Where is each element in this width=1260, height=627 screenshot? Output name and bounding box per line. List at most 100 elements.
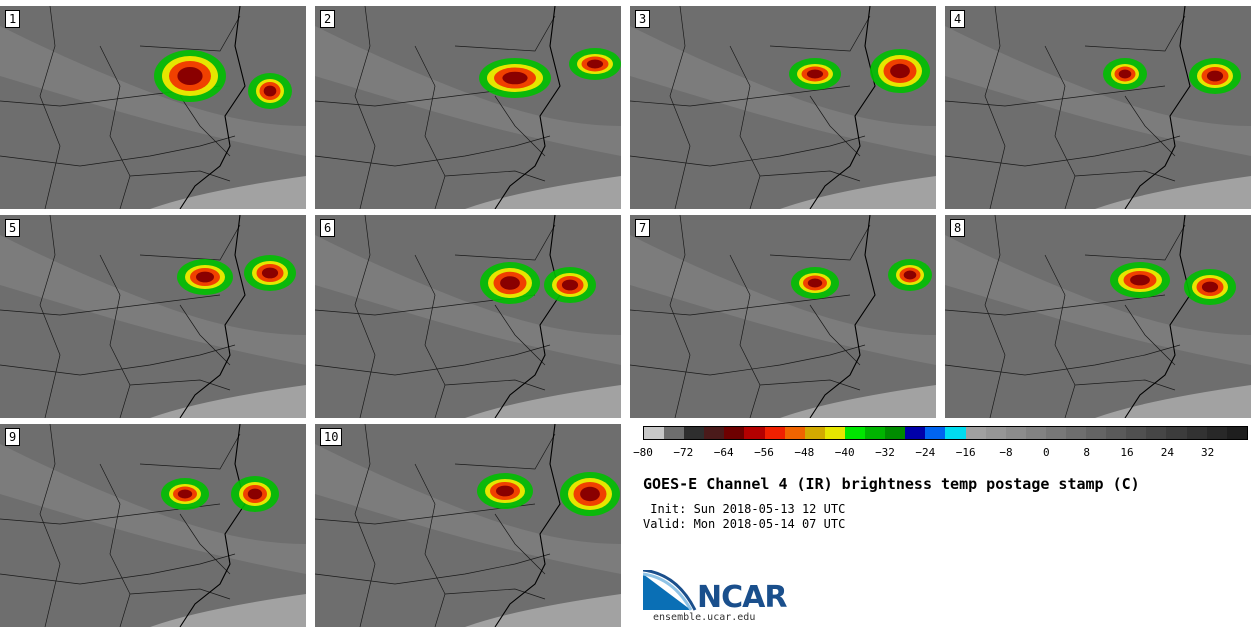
colorbar-swatch xyxy=(704,427,725,439)
cloud-band xyxy=(630,26,936,156)
colorbar-tick: 24 xyxy=(1160,446,1174,459)
colorbar-tick: 0 xyxy=(1043,446,1050,459)
storm-cell xyxy=(890,63,910,79)
ncar-logo-text: NCAR xyxy=(697,580,787,615)
colorbar-swatch xyxy=(1045,427,1066,439)
panel-label: 3 xyxy=(635,10,651,28)
storm-cell xyxy=(806,69,824,79)
colorbar-tick: −48 xyxy=(794,446,815,459)
cloud-band xyxy=(315,444,621,574)
init-time: Init: Sun 2018-05-13 12 UTC xyxy=(643,502,846,516)
storm-cell xyxy=(177,489,193,499)
map-layer xyxy=(315,215,621,418)
state-boundaries xyxy=(0,424,241,627)
storm-cell xyxy=(261,267,279,279)
colorbar-swatch xyxy=(925,427,946,439)
postage-stamp-panel: 6 xyxy=(315,215,621,418)
cloud-band xyxy=(150,385,306,418)
coastline xyxy=(1124,6,1191,209)
state-boundaries xyxy=(0,215,241,418)
colorbar-swatch xyxy=(844,427,866,439)
colorbar-tick: −72 xyxy=(673,446,694,459)
colorbar-tick: −64 xyxy=(713,446,734,459)
cloud-band xyxy=(945,235,1251,365)
postage-stamp-panel: 10 xyxy=(315,424,621,627)
colorbar-swatch xyxy=(1005,427,1026,439)
colorbar-swatch xyxy=(664,427,685,439)
colorbar-tick: 8 xyxy=(1083,446,1090,459)
coastline xyxy=(809,215,876,418)
colorbar-swatch xyxy=(684,427,705,439)
colorbar-tick: −40 xyxy=(834,446,855,459)
storm-cell xyxy=(1118,69,1132,79)
colorbar-tick: 16 xyxy=(1120,446,1134,459)
cloud-band xyxy=(630,235,936,365)
postage-stamp-panel: 7 xyxy=(630,215,936,418)
panel-label: 9 xyxy=(5,428,21,446)
map-layer xyxy=(945,6,1251,209)
colorbar-swatch xyxy=(804,427,825,439)
colorbar-swatch xyxy=(724,427,745,439)
storm-cell xyxy=(496,485,514,497)
cloud-band xyxy=(780,385,936,418)
colorbar-swatch xyxy=(1106,427,1127,439)
colorbar-swatch xyxy=(1126,427,1147,439)
postage-stamp-panel: 8 xyxy=(945,215,1251,418)
cloud-band xyxy=(465,594,621,627)
colorbar-swatch xyxy=(965,427,986,439)
colorbar-swatch xyxy=(865,427,886,439)
coastline xyxy=(494,424,561,627)
state-boundaries xyxy=(315,6,556,209)
colorbar-swatch xyxy=(985,427,1006,439)
cloud-band xyxy=(150,176,306,209)
map-layer xyxy=(315,424,621,627)
state-boundaries xyxy=(315,424,556,627)
panel-label: 6 xyxy=(320,219,336,237)
storm-cell xyxy=(903,270,917,280)
colorbar-swatch xyxy=(824,427,845,439)
map-layer xyxy=(630,6,936,209)
storm-cell xyxy=(500,276,520,290)
cloud-band xyxy=(465,385,621,418)
panel-label: 4 xyxy=(950,10,966,28)
logo-url: ensemble.ucar.edu xyxy=(653,612,756,623)
figure-title: GOES-E Channel 4 (IR) brightness temp po… xyxy=(643,475,1140,493)
colorbar-swatch xyxy=(1086,427,1107,439)
cloud-band xyxy=(780,176,936,209)
storm-cell xyxy=(1206,70,1224,82)
map-layer xyxy=(945,215,1251,418)
colorbar-ticks: −80 −72 −64 −56 −48 −40 −32 −24 −16 −8 0 8 16 24 32 xyxy=(633,446,1248,460)
state-boundaries xyxy=(630,6,871,209)
cloud-band xyxy=(315,235,621,365)
postage-stamp-panel: 1 xyxy=(0,6,306,209)
postage-stamp-panel: 5 xyxy=(0,215,306,418)
state-boundaries xyxy=(945,6,1186,209)
coastline xyxy=(179,6,246,209)
map-layer xyxy=(630,215,936,418)
storm-cell xyxy=(807,278,823,288)
map-layer xyxy=(315,6,621,209)
coastline xyxy=(494,215,561,418)
cloud-band xyxy=(0,444,306,574)
map-layer xyxy=(0,6,306,209)
cloud-band xyxy=(945,26,1251,156)
panel-label: 5 xyxy=(5,219,21,237)
coastline xyxy=(1124,215,1191,418)
valid-time: Valid: Mon 2018-05-14 07 UTC xyxy=(643,517,846,531)
ncar-logo-icon xyxy=(643,570,697,611)
storm-cell xyxy=(586,59,604,69)
panel-label: 8 xyxy=(950,219,966,237)
panel-label: 7 xyxy=(635,219,651,237)
storm-cell xyxy=(1130,274,1150,286)
storm-cell xyxy=(1201,281,1219,293)
colorbar-swatch xyxy=(905,427,926,439)
colorbar-tick: 32 xyxy=(1201,446,1215,459)
cloud-band xyxy=(150,594,306,627)
colorbar-swatch xyxy=(1206,427,1227,439)
colorbar xyxy=(643,426,1248,440)
colorbar-tick: −24 xyxy=(915,446,936,459)
colorbar-swatch xyxy=(784,427,805,439)
storm-cell xyxy=(502,71,528,85)
colorbar-tick: −32 xyxy=(875,446,895,459)
storm-cell xyxy=(580,486,600,502)
